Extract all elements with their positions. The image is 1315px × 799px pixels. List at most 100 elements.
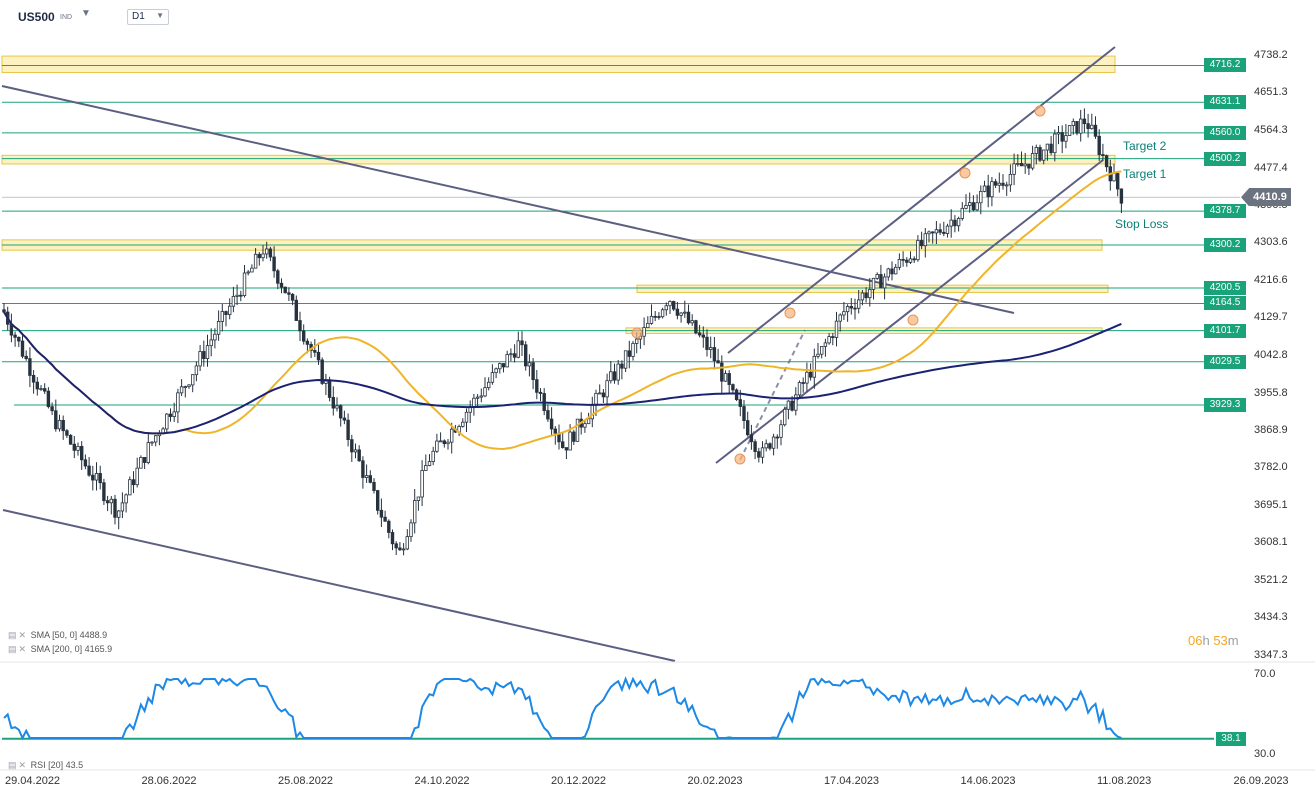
candle-up xyxy=(934,229,939,234)
candle-up xyxy=(764,443,768,449)
candle-up xyxy=(649,315,654,324)
candle-down xyxy=(738,399,742,407)
candle-down xyxy=(24,355,28,360)
candle-up xyxy=(1090,124,1094,130)
candle-down xyxy=(890,268,894,275)
sma50-legend[interactable]: ▤ ✕ SMA [50, 0] 4488.9 xyxy=(8,630,107,641)
level-label-7: 4164.5 xyxy=(1204,296,1246,311)
candle-down xyxy=(279,282,284,288)
candle-up xyxy=(616,363,620,381)
candle-down xyxy=(28,358,32,376)
candle-down xyxy=(35,381,39,390)
candle-down xyxy=(1097,135,1101,155)
rsi-legend[interactable]: ▤ ✕ RSI [20] 43.5 xyxy=(8,760,83,771)
candle-down xyxy=(65,430,69,436)
trendline-3 xyxy=(715,159,1104,464)
countdown-hours: 06 xyxy=(1188,633,1203,648)
candle-up xyxy=(1030,153,1035,169)
legend-close-icon[interactable]: ✕ xyxy=(18,644,27,654)
candle-up xyxy=(76,446,80,451)
candle-up xyxy=(183,386,187,388)
candle-up xyxy=(490,372,495,383)
candle-down xyxy=(390,532,395,545)
candle-down xyxy=(394,543,398,549)
candle-down xyxy=(320,359,324,384)
legend-settings-icon[interactable]: ▤ xyxy=(8,630,17,640)
candle-up xyxy=(623,350,628,369)
candle-up xyxy=(575,418,580,442)
candle-up xyxy=(982,185,987,192)
candle-down xyxy=(705,336,709,350)
candle-up xyxy=(857,299,861,309)
candle-up xyxy=(635,338,639,344)
candle-down xyxy=(672,301,676,310)
candle-down xyxy=(716,360,720,364)
candle-up xyxy=(823,342,828,347)
candle-up xyxy=(94,473,99,481)
candle-down xyxy=(1049,143,1053,154)
candle-up xyxy=(435,440,439,452)
candle-up xyxy=(57,419,62,430)
candle-up xyxy=(868,289,872,299)
price-tick-5: 4303.6 xyxy=(1254,236,1288,249)
price-tick-15: 3434.3 xyxy=(1254,611,1288,624)
legend-close-icon[interactable]: ✕ xyxy=(18,630,27,640)
rsi-layer xyxy=(2,676,1214,741)
legend-settings-icon[interactable]: ▤ xyxy=(8,644,17,654)
candle-down xyxy=(290,293,295,301)
pivot-marker-2 xyxy=(1034,105,1046,117)
axes-layer xyxy=(0,661,1315,771)
candle-up xyxy=(1056,132,1061,135)
candle-down xyxy=(102,482,106,502)
level-label-9: 4029.5 xyxy=(1204,354,1246,369)
candle-down xyxy=(46,390,51,408)
time-tick-7: 14.06.2023 xyxy=(960,775,1016,787)
candle-up xyxy=(1016,162,1020,165)
legend-close-icon[interactable]: ✕ xyxy=(18,760,27,770)
candle-down xyxy=(986,185,990,198)
candle-up xyxy=(494,368,498,374)
countdown-h-unit: h xyxy=(1202,633,1210,648)
candle-up xyxy=(220,311,224,322)
candle-down xyxy=(734,389,739,401)
candle-down xyxy=(538,391,543,394)
candle-up xyxy=(834,320,839,338)
sma200-legend[interactable]: ▤ ✕ SMA [200, 0] 4165.9 xyxy=(8,644,112,655)
candle-down xyxy=(346,419,350,441)
candle-up xyxy=(324,380,328,384)
candle-down xyxy=(938,229,942,233)
rsi-line xyxy=(3,676,1122,741)
sma200-line xyxy=(3,311,1122,435)
candle-down xyxy=(43,388,47,392)
candle-down xyxy=(368,475,372,483)
rsi-legend-name: RSI xyxy=(30,760,46,770)
candle-up xyxy=(1005,184,1009,187)
candle-up xyxy=(690,320,694,324)
price-tick-16: 3347.3 xyxy=(1254,649,1288,661)
sma50-line xyxy=(3,170,1122,450)
candle-up xyxy=(945,225,950,234)
symbol-dropdown-icon[interactable]: ▼ xyxy=(81,8,91,19)
candle-down xyxy=(357,449,361,462)
candle-down xyxy=(239,294,243,297)
candle-down xyxy=(572,431,576,442)
candle-countdown: 06h 53m xyxy=(1188,633,1239,648)
legend-settings-icon[interactable]: ▤ xyxy=(8,760,17,770)
candle-up xyxy=(483,387,487,397)
symbol-name[interactable]: US500 xyxy=(18,10,55,24)
timeframe-selector[interactable]: D1 ▼ xyxy=(127,9,169,25)
candle-down xyxy=(17,336,21,342)
current-price-label: 4410.9 xyxy=(1249,188,1291,207)
price-tick-3: 4477.4 xyxy=(1254,161,1288,174)
candle-up xyxy=(609,371,613,382)
candle-up xyxy=(1064,135,1068,142)
price-tick-8: 4042.8 xyxy=(1254,348,1288,361)
candle-down xyxy=(1038,147,1042,161)
candle-up xyxy=(190,374,195,386)
candle-down xyxy=(561,441,565,448)
candle-down xyxy=(801,382,805,384)
candle-up xyxy=(479,395,483,398)
countdown-m-unit: m xyxy=(1227,633,1239,648)
candle-up xyxy=(897,258,902,268)
